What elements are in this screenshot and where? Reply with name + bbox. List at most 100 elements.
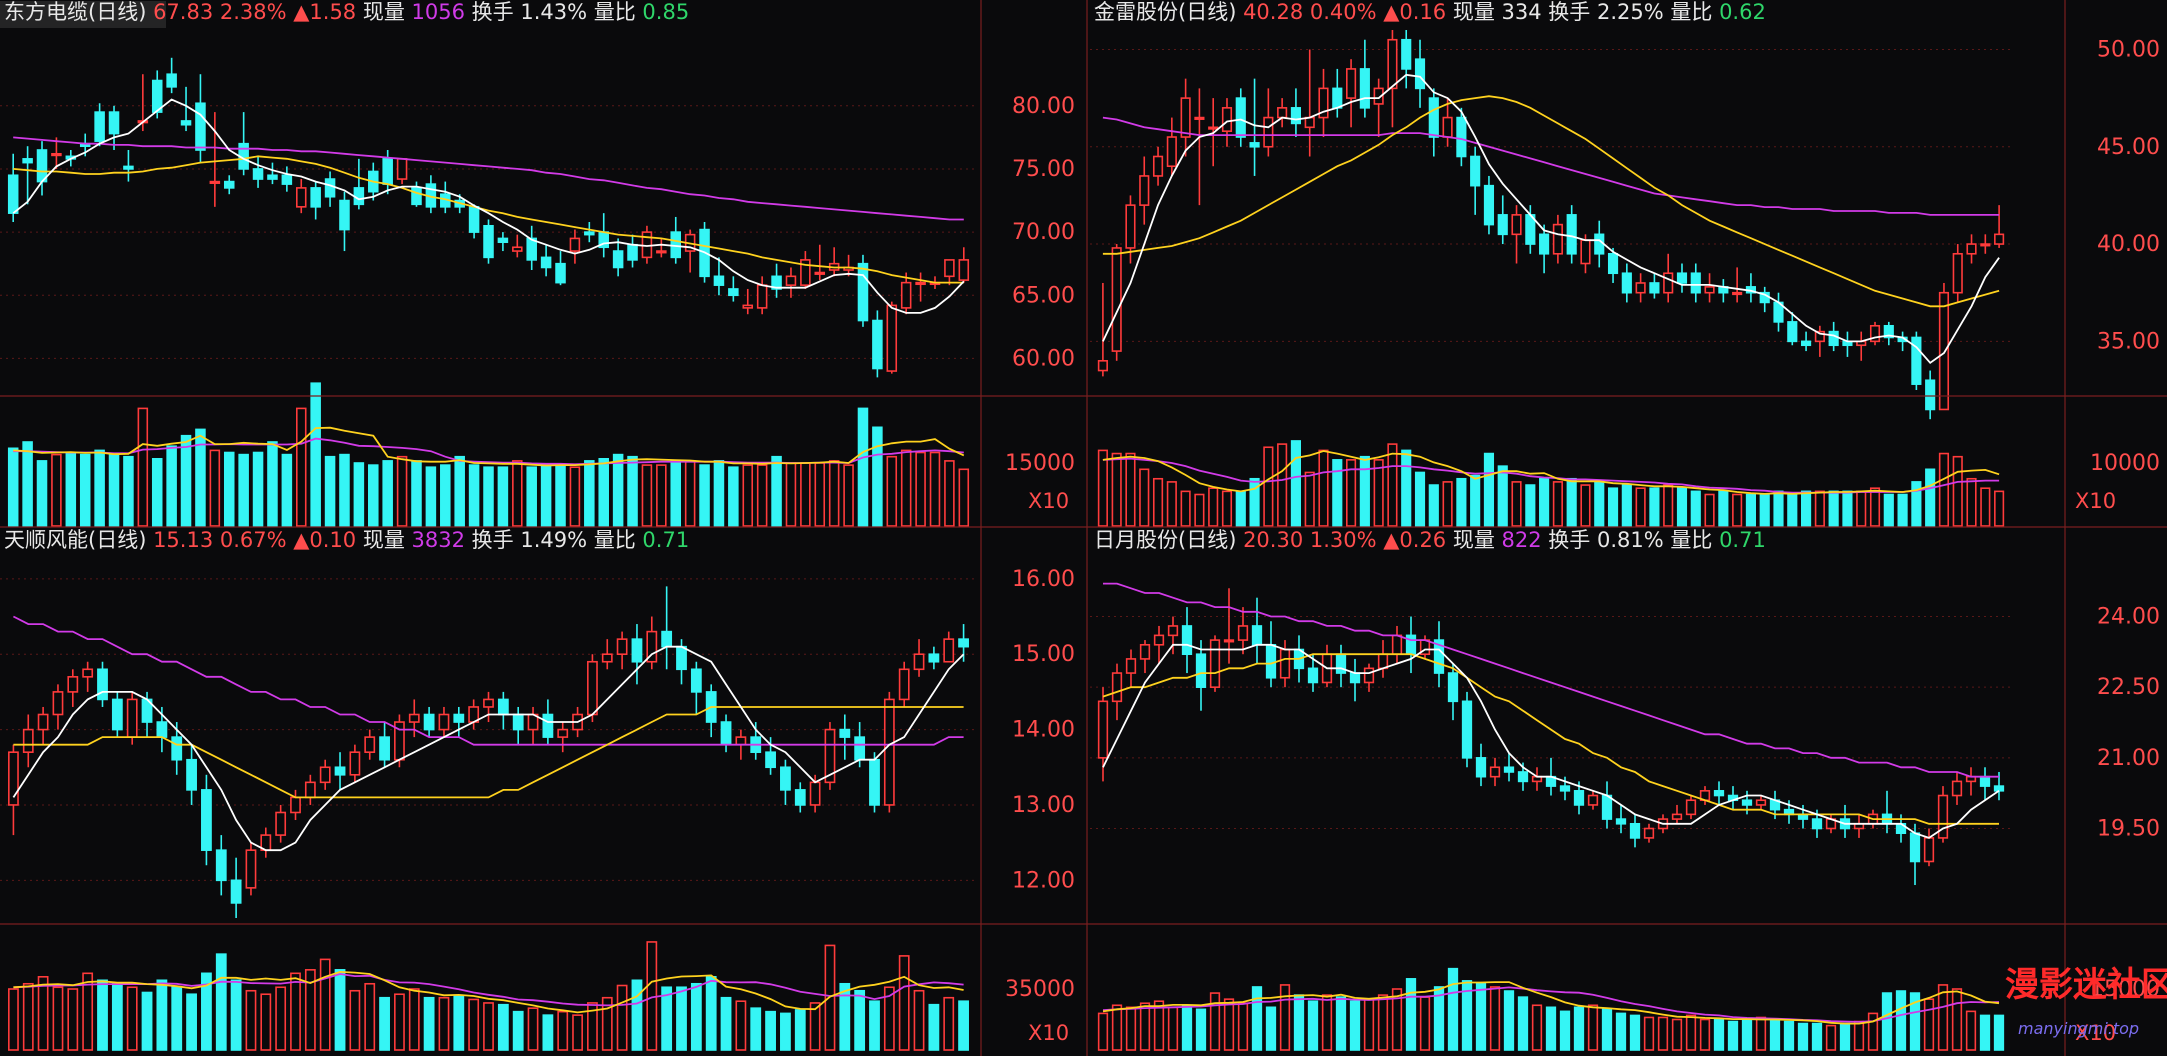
volume-bar <box>396 455 408 527</box>
volume-bar <box>267 441 278 527</box>
volume-bar <box>713 460 725 527</box>
volume-bar <box>1699 1018 1711 1051</box>
candle-body <box>690 668 702 693</box>
candle-body <box>1139 643 1151 660</box>
volume-bar <box>368 464 379 527</box>
candle-body <box>913 653 925 671</box>
candle-body <box>958 638 969 648</box>
candle-body <box>526 237 537 261</box>
volume-value: 822 <box>1495 528 1542 552</box>
volume-bar <box>1442 481 1453 527</box>
candle-body <box>453 713 465 723</box>
candle-body <box>1332 87 1343 109</box>
candle-body <box>171 736 183 761</box>
volume-bar <box>209 449 221 527</box>
volume-bar <box>394 993 405 1051</box>
panel-header: 天顺风能(日线) 15.13 0.67% ▲0.10 现量 3832 换手 1.… <box>4 528 689 552</box>
candle-body <box>1676 272 1688 284</box>
panel-header: 日月股份(日线) 20.30 1.30% ▲0.26 现量 822 换手 0.8… <box>1094 528 1766 552</box>
volume-bar <box>1979 1014 1991 1051</box>
candle-body <box>382 158 393 185</box>
volume-value: 1056 <box>405 0 465 24</box>
candle-body <box>209 180 221 184</box>
price-tick-label: 21.00 <box>2097 746 2160 771</box>
candle-body <box>854 736 866 761</box>
volume-bar <box>438 996 450 1051</box>
volume-bar <box>310 382 321 527</box>
volume-bar <box>785 462 797 527</box>
candle-body <box>1483 184 1495 226</box>
candle-body <box>7 174 19 214</box>
volume-bar <box>857 407 869 527</box>
candle-body <box>540 256 552 269</box>
candle-body <box>1387 38 1398 90</box>
candle-body <box>676 645 687 671</box>
volume-bar <box>339 453 350 527</box>
volume-bar <box>1249 477 1260 527</box>
price-value: 67.83 <box>146 0 213 24</box>
candle-body <box>1470 155 1481 187</box>
price-tick-label: 65.00 <box>1012 283 1075 308</box>
candle-body <box>641 231 653 259</box>
candle-body <box>290 796 301 814</box>
abs-change: ▲0.26 <box>1377 528 1447 552</box>
volume-bar <box>1663 484 1674 527</box>
volume-bar <box>1391 988 1403 1051</box>
volume-bar <box>1539 477 1550 527</box>
stock-name: 日月股份(日线) <box>1094 528 1236 552</box>
volume-bar <box>656 464 667 527</box>
volume-bar <box>1783 1020 1795 1051</box>
candle-body <box>1349 672 1361 684</box>
volume-bar <box>828 460 840 527</box>
volume-bar <box>900 449 912 527</box>
candle-body <box>1097 360 1108 372</box>
volume-label: 现量 <box>1446 0 1495 24</box>
volume-bar <box>483 466 494 527</box>
volume-bar <box>1405 978 1417 1051</box>
candle-body <box>52 691 64 716</box>
candle-body <box>627 243 638 261</box>
candle-body <box>883 698 895 806</box>
volume-bar <box>944 460 955 527</box>
candle-body <box>1503 766 1515 773</box>
candle-body <box>1304 116 1315 129</box>
volume-bar <box>1690 490 1701 527</box>
ratio-value: 0.62 <box>1712 0 1765 24</box>
candle-body <box>1732 291 1743 296</box>
candle-body <box>601 653 613 663</box>
volume-bar <box>275 986 287 1051</box>
volume-bar <box>1621 484 1632 527</box>
candle-body <box>915 281 926 286</box>
candle-body <box>1097 700 1109 759</box>
candle-body <box>1346 68 1357 99</box>
candle-body <box>1979 775 1991 787</box>
volume-bar <box>1139 468 1150 527</box>
volume-bar <box>201 972 212 1051</box>
candle-body <box>51 152 62 157</box>
volume-bar <box>1208 487 1219 527</box>
candle-body <box>713 275 725 286</box>
volume-bar <box>843 464 854 527</box>
candle-body <box>37 713 49 731</box>
volume-bar <box>1483 452 1495 527</box>
volume-bar <box>22 441 33 527</box>
volume-bar <box>1825 1024 1837 1051</box>
candle-body <box>1223 639 1235 643</box>
candle-body <box>1511 214 1522 236</box>
volume-ma10-line <box>13 973 964 1007</box>
candle-body <box>1883 324 1894 339</box>
stock-name: 东方电缆(日线) <box>4 0 146 24</box>
volume-bar <box>1461 980 1473 1051</box>
volume-bar <box>1615 1012 1627 1051</box>
volume-bar <box>379 996 390 1051</box>
volume-bar <box>661 986 673 1051</box>
candle-body <box>1401 38 1412 70</box>
volume-bar <box>1909 992 1921 1051</box>
volume-bar <box>67 988 79 1051</box>
volume-bar <box>440 464 451 527</box>
candle-body <box>720 721 732 746</box>
candle-body <box>1475 757 1487 778</box>
volume-bar <box>1685 1014 1697 1051</box>
price-tick-label: 22.50 <box>2097 675 2160 700</box>
candle-body <box>1359 68 1370 109</box>
